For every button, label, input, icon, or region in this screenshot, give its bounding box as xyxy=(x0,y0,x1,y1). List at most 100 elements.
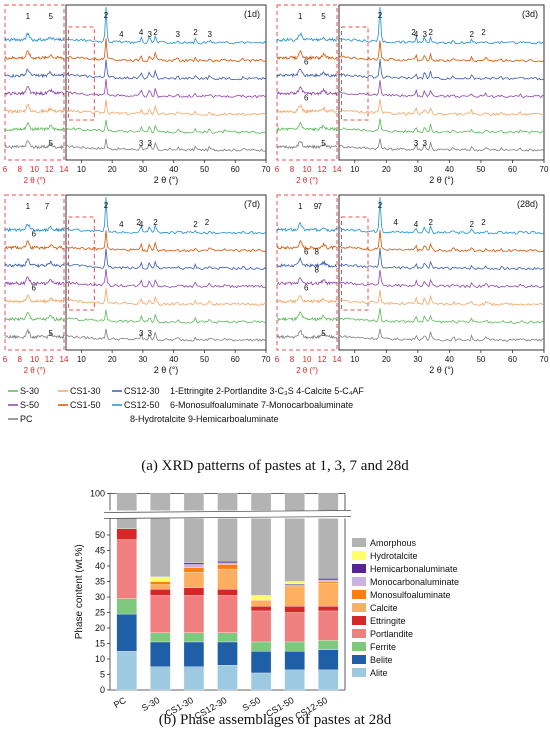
zoom-region-box xyxy=(341,216,369,311)
x-tick-label: 60 xyxy=(231,165,240,174)
peak-label: 2 xyxy=(411,28,416,37)
inset-x-tick-label: 8 xyxy=(18,165,23,174)
x-tick-label: 10 xyxy=(77,355,86,364)
xrd-caption: (a) XRD patterns of pastes at 1, 3, 7 an… xyxy=(141,458,409,474)
xrd-inset-curve-s-50 xyxy=(276,277,338,286)
peak-label: 5 xyxy=(48,139,53,148)
legend-swatch-portlandite xyxy=(352,629,366,638)
peak-label: 2 xyxy=(104,11,109,20)
xrd-inset-curve-cs1-30 xyxy=(4,121,65,132)
panel-label: (3d) xyxy=(522,9,538,19)
peak-label: 6 xyxy=(304,58,309,67)
bar-segment-ferrite xyxy=(116,598,137,615)
x-tick-label: 20 xyxy=(382,355,391,364)
peak-label: 4 xyxy=(139,28,144,37)
panel-label: (7d) xyxy=(244,199,260,209)
x-tick-label: 70 xyxy=(262,165,271,174)
x-tick-label: 60 xyxy=(231,355,240,364)
peak-label: 3 xyxy=(139,329,144,338)
bar-segment-monosulfoaluminate xyxy=(217,564,238,570)
y-tick-label: 20 xyxy=(95,623,105,633)
inset-x-tick-label: 6 xyxy=(3,355,8,364)
bar-segment-monosulfoaluminate xyxy=(183,567,205,573)
xrd-curve-s-30 xyxy=(338,138,545,152)
peak-label: 3 xyxy=(147,30,152,39)
peak-label: 2 xyxy=(153,218,158,227)
legend-label: Monocarbonaluminate xyxy=(370,577,459,587)
peak-label: 5 xyxy=(48,12,53,21)
xrd-inset-curve-pc xyxy=(4,32,65,43)
inset-x-tick-label: 14 xyxy=(60,355,69,364)
zoom-region-box xyxy=(341,26,369,121)
inset-x-tick-label: 12 xyxy=(318,355,327,364)
y-tick-label: 0 xyxy=(100,685,105,695)
bar-segment-belite xyxy=(150,641,171,667)
inset-x-tick-label: 14 xyxy=(333,355,342,364)
bar-segment-monosulfoaluminate xyxy=(318,581,339,584)
bar-segment-ferrite xyxy=(183,632,205,643)
bar-segment-ferrite xyxy=(284,641,305,652)
peak-label: 2 xyxy=(470,30,475,39)
xrd-curve-cs12-30 xyxy=(338,289,545,306)
peak-label: 8 xyxy=(315,248,320,257)
axis-break-band xyxy=(104,510,351,519)
legend-label: Hydrotalcite xyxy=(370,551,418,561)
peak-label: 4 xyxy=(394,218,399,227)
y-tick-label: 40 xyxy=(95,561,105,571)
inset-x-axis-label: 2 θ (°) xyxy=(24,366,46,375)
xrd-curve-cs1-50 xyxy=(338,247,545,271)
peak-label: 2 xyxy=(378,201,383,210)
x-tick-label: 70 xyxy=(540,355,549,364)
y-tick-label: 5 xyxy=(100,670,105,680)
peak-label: 3 xyxy=(423,139,428,148)
x-tick-label: 70 xyxy=(262,355,271,364)
y-tick-label: 15 xyxy=(95,639,105,649)
legend-label: Amorphous xyxy=(370,538,417,548)
inset-x-tick-label: 12 xyxy=(318,165,327,174)
peak-label: 8 xyxy=(315,265,320,274)
peak-label: 3 xyxy=(147,139,152,148)
xrd-curve-s-50 xyxy=(338,270,545,289)
main-plot-frame xyxy=(65,4,267,161)
legend-swatch-belite xyxy=(352,655,366,664)
peak-label: 2 xyxy=(481,28,486,37)
xrd-inset-curve-cs12-30 xyxy=(276,294,338,304)
legend-label: PC xyxy=(20,414,33,424)
bar-segment-hemicarbonaluminate xyxy=(318,578,339,581)
peak-label: 2 xyxy=(429,218,434,227)
y-tick-label: 10 xyxy=(95,654,105,664)
bar-segment-portlandite xyxy=(284,612,305,643)
xrd-curve-s-30 xyxy=(65,328,267,342)
bar-segment-amorphous xyxy=(250,493,272,596)
xrd-curve-s-50 xyxy=(65,268,267,289)
phase-caption: (b) Phase assemblages of pastes at 28d xyxy=(158,712,392,728)
legend-swatch-amorphous xyxy=(352,538,366,547)
legend-swatch-ettringite xyxy=(352,616,366,625)
legend-label: Calcite xyxy=(370,603,398,613)
xrd-curve-pc xyxy=(65,196,267,235)
inset-x-tick-label: 8 xyxy=(18,355,23,364)
inset-x-tick-label: 8 xyxy=(290,355,295,364)
bar-segment-ferrite xyxy=(318,640,339,650)
xrd-curve-cs1-30 xyxy=(338,308,545,324)
inset-frame xyxy=(4,194,65,351)
peak-label: 2 xyxy=(481,218,486,227)
inset-x-tick-label: 6 xyxy=(275,165,280,174)
y-tick-label: 50 xyxy=(95,530,105,540)
xrd-curve-pc xyxy=(338,196,545,235)
legend-label: Belite xyxy=(370,655,393,665)
inset-x-tick-label: 12 xyxy=(45,355,54,364)
bar-segment-belite xyxy=(318,649,339,670)
bar-segment-monosulfoaluminate xyxy=(284,586,305,588)
xrd-panel-1: (1d)1 5 24 4 3 2 3 2 35 3 310 20 30 40 50 60 702 θ (°)6 8… xyxy=(3,4,271,185)
axis-break-line xyxy=(103,510,352,513)
peak-label: 2 xyxy=(104,201,109,210)
xrd-inset-curve-cs1-50 xyxy=(276,68,338,79)
bar-segment-ferrite xyxy=(250,641,272,652)
peak-label: 2 xyxy=(193,28,198,37)
x-tick-label: S-30 xyxy=(140,695,161,713)
peak-label: 6 xyxy=(304,93,309,102)
bar-segment-portlandite xyxy=(250,610,272,643)
bar-segment-portlandite xyxy=(150,595,171,633)
x-tick-label: 10 xyxy=(350,165,359,174)
